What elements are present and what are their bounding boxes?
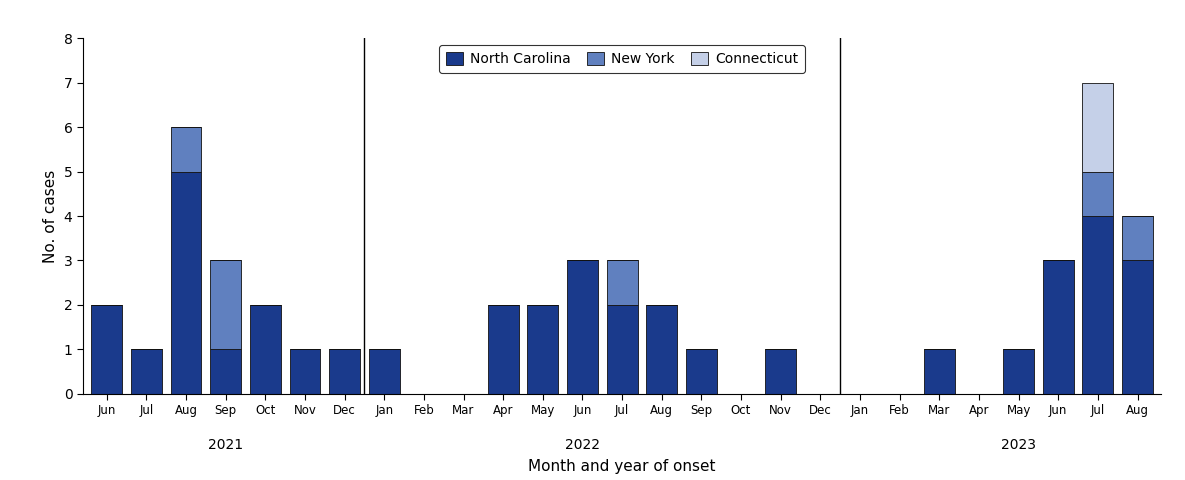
Bar (1122, 216, 1153, 260)
Bar (646, 305, 678, 394)
X-axis label: Month and year of onset: Month and year of onset (529, 459, 716, 474)
Bar (488, 305, 519, 394)
Bar (1004, 349, 1035, 394)
Bar (766, 349, 796, 394)
Bar (289, 349, 320, 394)
Bar (1122, 260, 1153, 394)
Legend: North Carolina, New York, Connecticut: North Carolina, New York, Connecticut (440, 45, 805, 73)
Bar (686, 349, 717, 394)
Bar (566, 260, 598, 394)
Bar (91, 305, 122, 394)
Bar (924, 349, 955, 394)
Bar (369, 349, 399, 394)
Bar (607, 260, 638, 305)
Bar (1082, 83, 1114, 171)
Bar (210, 349, 241, 394)
Bar (607, 305, 638, 394)
Bar (1082, 216, 1114, 394)
Text: 2022: 2022 (565, 438, 600, 452)
Bar (171, 127, 201, 171)
Bar (1082, 172, 1114, 216)
Bar (329, 349, 360, 394)
Text: 2021: 2021 (209, 438, 243, 452)
Bar (210, 260, 241, 349)
Text: 2023: 2023 (1001, 438, 1036, 452)
Bar (1043, 260, 1074, 394)
Bar (130, 349, 162, 394)
Bar (250, 305, 281, 394)
Bar (171, 171, 201, 394)
Bar (527, 305, 558, 394)
Y-axis label: No. of cases: No. of cases (43, 169, 58, 263)
